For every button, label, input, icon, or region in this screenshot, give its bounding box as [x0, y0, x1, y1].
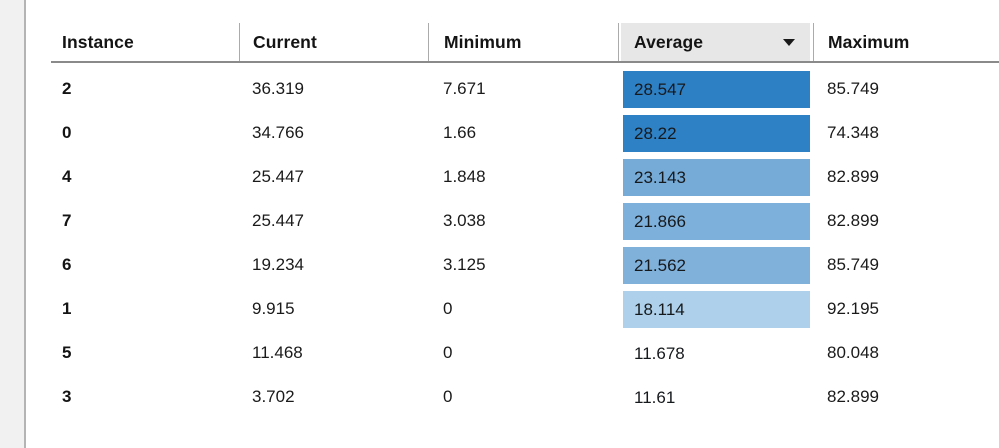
table-row: 7 25.447 3.038 21.866 82.899	[51, 199, 999, 243]
table-row: 5 11.468 0 11.678 80.048	[51, 331, 999, 375]
column-header-label: Average	[634, 31, 704, 52]
table-row: 2 36.319 7.671 28.547 85.749	[51, 67, 999, 111]
cell-maximum: 74.348	[827, 123, 879, 142]
average-heat-cell: 11.678	[634, 343, 685, 363]
cell-instance: 1	[62, 299, 72, 318]
cell-current: 25.447	[252, 211, 304, 230]
cell-instance: 4	[62, 167, 72, 186]
cell-instance: 5	[62, 343, 72, 362]
cell-average: 28.22	[618, 111, 813, 155]
metrics-table: Instance Current Minimum Average Maximum…	[51, 0, 999, 419]
cell-maximum: 82.899	[827, 167, 879, 186]
table-body: 2 36.319 7.671 28.547 85.749 0 34.766 1.…	[51, 63, 999, 419]
cell-minimum: 1.848	[443, 167, 486, 186]
left-gutter	[0, 0, 26, 448]
cell-average: 21.866	[618, 199, 813, 243]
table-row: 1 9.915 0 18.114 92.195	[51, 287, 999, 331]
average-heat-cell: 21.562	[623, 246, 810, 284]
table-row: 3 3.702 0 11.61 82.899	[51, 375, 999, 419]
column-header-label: Instance	[62, 31, 134, 52]
average-heat-cell: 23.143	[623, 158, 810, 196]
average-heat-cell: 11.61	[634, 387, 676, 407]
cell-current: 34.766	[252, 123, 304, 142]
cell-maximum: 80.048	[827, 343, 879, 362]
cell-maximum: 85.749	[827, 79, 879, 98]
average-heat-cell: 18.114	[623, 290, 810, 328]
cell-minimum: 3.038	[443, 211, 486, 230]
table-header-row: Instance Current Minimum Average Maximum	[51, 0, 999, 63]
table-row: 4 25.447 1.848 23.143 82.899	[51, 155, 999, 199]
cell-minimum: 1.66	[443, 123, 477, 142]
cell-current: 19.234	[252, 255, 304, 274]
caret-down-icon	[783, 38, 795, 46]
cell-maximum: 85.749	[827, 255, 879, 274]
average-heat-cell: 28.547	[623, 70, 810, 108]
cell-average: 11.61	[618, 375, 813, 419]
cell-average: 18.114	[618, 287, 813, 331]
column-header-label: Minimum	[444, 31, 522, 52]
cell-average: 21.562	[618, 243, 813, 287]
cell-average: 23.143	[618, 155, 813, 199]
sort-dropdown-average[interactable]: Average	[621, 23, 810, 61]
table-row: 0 34.766 1.66 28.22 74.348	[51, 111, 999, 155]
average-heat-cell: 28.22	[623, 114, 810, 152]
column-header-current[interactable]: Current	[239, 23, 428, 61]
cell-instance: 3	[62, 387, 72, 406]
cell-average: 28.547	[618, 67, 813, 111]
cell-minimum: 0	[443, 387, 453, 406]
cell-minimum: 0	[443, 343, 453, 362]
column-header-label: Current	[253, 31, 317, 52]
column-header-maximum[interactable]: Maximum	[813, 23, 999, 61]
cell-maximum: 92.195	[827, 299, 879, 318]
cell-minimum: 3.125	[443, 255, 486, 274]
cell-instance: 7	[62, 211, 72, 230]
cell-average: 11.678	[618, 331, 813, 375]
cell-current: 9.915	[252, 299, 295, 318]
average-heat-cell: 21.866	[623, 202, 810, 240]
cell-instance: 2	[62, 79, 72, 98]
cell-minimum: 7.671	[443, 79, 486, 98]
column-header-minimum[interactable]: Minimum	[428, 23, 618, 61]
cell-instance: 0	[62, 123, 72, 142]
cell-current: 3.702	[252, 387, 295, 406]
table-row: 6 19.234 3.125 21.562 85.749	[51, 243, 999, 287]
cell-current: 36.319	[252, 79, 304, 98]
cell-current: 11.468	[252, 343, 303, 362]
cell-instance: 6	[62, 255, 72, 274]
cell-minimum: 0	[443, 299, 453, 318]
column-header-label: Maximum	[828, 31, 910, 52]
cell-maximum: 82.899	[827, 211, 879, 230]
column-header-average: Average	[618, 23, 813, 61]
column-header-instance[interactable]: Instance	[51, 23, 239, 61]
cell-current: 25.447	[252, 167, 304, 186]
cell-maximum: 82.899	[827, 387, 879, 406]
